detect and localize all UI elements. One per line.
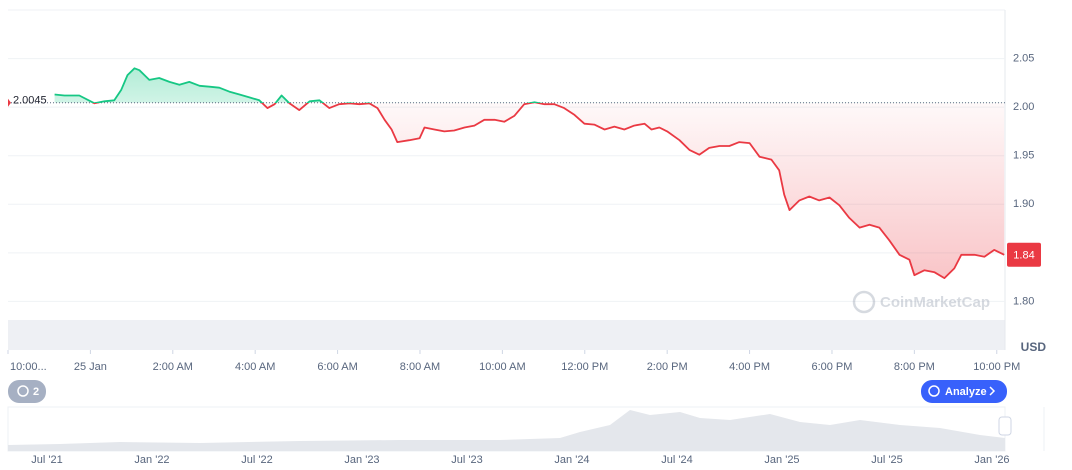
y-tick-label: 1.95 — [1013, 150, 1034, 162]
x-tick-label: 8:00 AM — [400, 361, 440, 373]
navigator — [7, 406, 1012, 452]
navigator-label: Jul '22 — [241, 454, 272, 466]
analyze-label: Analyze — [945, 386, 987, 398]
watermark-logo — [852, 290, 876, 314]
navigator-label: Jan '26 — [974, 454, 1009, 466]
navigator-label: Jul '21 — [31, 454, 62, 466]
price-area — [54, 68, 1005, 279]
history-pill[interactable] — [8, 380, 46, 403]
x-tick-label: 6:00 AM — [317, 361, 357, 373]
y-tick-label: 1.90 — [1013, 198, 1034, 210]
analyze-icon — [928, 385, 940, 397]
x-tick-label: 10:00 PM — [973, 361, 1020, 373]
history-count: 2 — [33, 386, 39, 398]
x-tick-label: 10:00... — [10, 361, 47, 373]
current-price-badge — [1007, 242, 1041, 267]
navigator-handle[interactable] — [998, 416, 1012, 436]
x-tick-label: 8:00 PM — [894, 361, 935, 373]
y-tick-label: 2.05 — [1013, 52, 1034, 64]
x-tick-label: 12:00 PM — [561, 361, 608, 373]
navigator-label: Jul '24 — [661, 454, 692, 466]
analyze-chevron — [989, 386, 996, 396]
navigator-label: Jan '24 — [554, 454, 589, 466]
x-tick-label: 2:00 PM — [647, 361, 688, 373]
navigator-label: Jan '25 — [764, 454, 799, 466]
reference-label: 2.0045 — [13, 95, 47, 107]
x-tick-label: 2:00 AM — [153, 361, 193, 373]
y-tick-label: 2.00 — [1013, 101, 1034, 113]
volume-band — [8, 320, 1005, 350]
reference-marker — [8, 98, 11, 107]
history-button[interactable]: 2 — [8, 380, 46, 403]
navigator-label: Jul '23 — [451, 454, 482, 466]
watermark: CoinMarketCap — [852, 290, 990, 314]
current-price-label: 1.84 — [1013, 250, 1034, 262]
navigator-label: Jan '22 — [134, 454, 169, 466]
x-tick-label: 4:00 PM — [729, 361, 770, 373]
history-icon — [17, 385, 29, 397]
x-tick-label: 4:00 AM — [235, 361, 275, 373]
navigator-label: Jan '23 — [344, 454, 379, 466]
navigator-label: Jul '25 — [871, 454, 902, 466]
analyze-button[interactable]: Analyze — [921, 380, 1007, 403]
price-line — [54, 67, 1005, 279]
analyze-pill[interactable] — [921, 380, 1007, 403]
x-tick-label: 25 Jan — [74, 361, 107, 373]
navigator-area — [8, 410, 1005, 451]
currency-label: USD — [1021, 340, 1047, 354]
x-tick-label: 10:00 AM — [479, 361, 525, 373]
x-tick-label: 6:00 PM — [811, 361, 852, 373]
y-tick-label: 1.80 — [1013, 295, 1034, 307]
watermark-text: CoinMarketCap — [880, 294, 990, 311]
